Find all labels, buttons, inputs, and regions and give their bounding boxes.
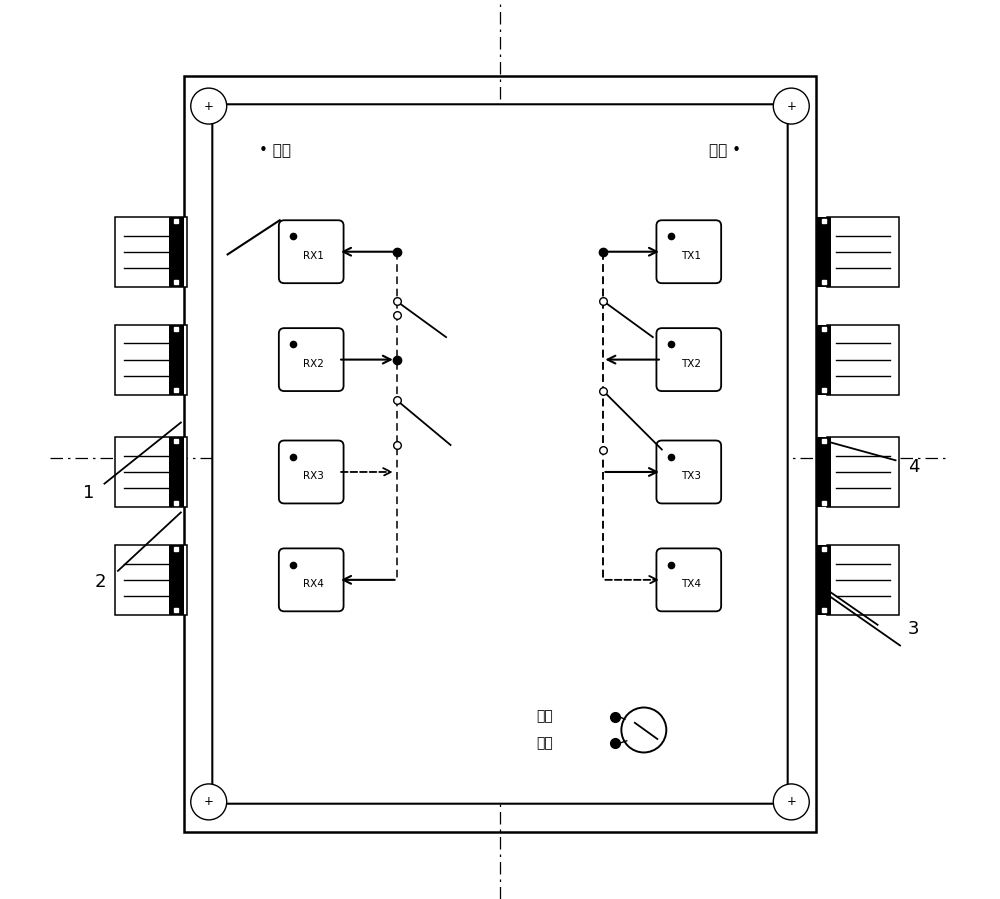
Text: 3: 3: [908, 620, 919, 638]
Bar: [115, 545, 187, 615]
FancyBboxPatch shape: [656, 548, 721, 611]
Text: 2: 2: [94, 573, 106, 591]
FancyBboxPatch shape: [656, 220, 721, 283]
FancyBboxPatch shape: [656, 441, 721, 503]
Text: TX4: TX4: [681, 579, 701, 590]
Bar: [115, 325, 187, 395]
FancyBboxPatch shape: [279, 441, 344, 503]
Text: 运行: 运行: [536, 709, 553, 724]
FancyBboxPatch shape: [279, 220, 344, 283]
FancyBboxPatch shape: [279, 328, 344, 391]
FancyBboxPatch shape: [279, 548, 344, 611]
Bar: [115, 437, 187, 507]
Bar: [169, 325, 184, 395]
Text: • 电源: • 电源: [259, 144, 291, 158]
Text: +: +: [204, 796, 214, 808]
Bar: [827, 217, 899, 287]
Text: 4: 4: [908, 458, 919, 476]
Text: TX2: TX2: [681, 359, 701, 369]
Bar: [169, 545, 184, 615]
FancyBboxPatch shape: [656, 328, 721, 391]
Bar: [816, 325, 831, 395]
Bar: [816, 217, 831, 287]
Text: TX1: TX1: [681, 251, 701, 262]
Text: RX3: RX3: [303, 471, 323, 482]
Text: TX3: TX3: [681, 471, 701, 482]
Circle shape: [191, 88, 227, 124]
Text: 1: 1: [83, 484, 94, 502]
Bar: [827, 545, 899, 615]
Text: RX1: RX1: [303, 251, 323, 262]
Text: +: +: [786, 100, 796, 112]
Bar: [827, 325, 899, 395]
Text: +: +: [786, 796, 796, 808]
Text: RX4: RX4: [303, 579, 323, 590]
Text: RX2: RX2: [303, 359, 323, 369]
Circle shape: [191, 784, 227, 820]
FancyBboxPatch shape: [212, 104, 788, 804]
Circle shape: [773, 784, 809, 820]
Bar: [184, 76, 816, 832]
Bar: [169, 217, 184, 287]
Text: +: +: [204, 100, 214, 112]
Text: 闭锁 •: 闭锁 •: [709, 144, 741, 158]
Text: 测试: 测试: [536, 736, 553, 751]
Bar: [115, 217, 187, 287]
Bar: [816, 437, 831, 507]
Bar: [816, 545, 831, 615]
Circle shape: [773, 88, 809, 124]
Bar: [827, 437, 899, 507]
Bar: [169, 437, 184, 507]
